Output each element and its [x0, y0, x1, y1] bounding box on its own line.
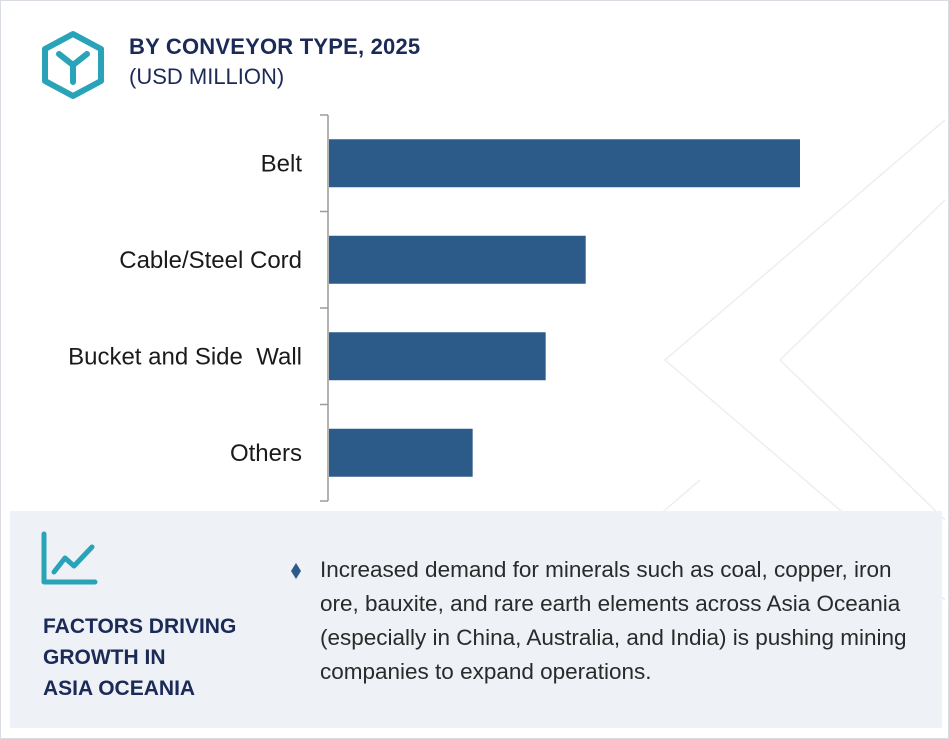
category-tick-label: Bucket and Side Wall	[68, 343, 302, 370]
chart-subtitle: (USD MILLION)	[129, 64, 285, 89]
bar	[329, 332, 546, 381]
bar	[329, 428, 473, 477]
factors-panel	[10, 511, 942, 728]
bar	[329, 139, 800, 188]
category-tick-label: Cable/Steel Cord	[119, 247, 302, 274]
factor-bullet-text: Increased demand for minerals such as co…	[320, 557, 907, 684]
chart-title: BY CONVEYOR TYPE, 2025	[129, 34, 421, 59]
diamond-bullet-icon	[291, 563, 301, 579]
bar	[329, 235, 586, 284]
factors-title-line: FACTORS DRIVING	[43, 615, 237, 638]
factors-title-line: GROWTH IN	[43, 646, 166, 669]
factors-title-line: ASIA OCEANIA	[43, 677, 196, 700]
bar-chart: Belt Cable/Steel Cord Bucket and Side Wall…	[68, 114, 800, 502]
category-tick-label: Belt	[261, 150, 303, 177]
category-tick-label: Others	[230, 440, 302, 467]
factors-title: FACTORS DRIVING GROWTH IN ASIA OCEANIA	[43, 611, 283, 704]
line-chart-trend-icon	[41, 531, 98, 585]
cube-y-icon	[42, 31, 104, 99]
